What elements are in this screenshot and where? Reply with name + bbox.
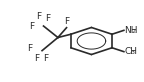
Text: F: F	[37, 12, 42, 21]
Text: F: F	[29, 22, 34, 31]
Text: F: F	[28, 45, 33, 53]
Text: F: F	[34, 54, 39, 63]
Text: F: F	[45, 14, 50, 23]
Text: 2: 2	[131, 29, 135, 34]
Text: F: F	[64, 17, 69, 26]
Text: CH: CH	[124, 47, 137, 56]
Text: NH: NH	[124, 26, 138, 35]
Text: 3: 3	[131, 51, 135, 55]
Text: F: F	[43, 54, 49, 63]
